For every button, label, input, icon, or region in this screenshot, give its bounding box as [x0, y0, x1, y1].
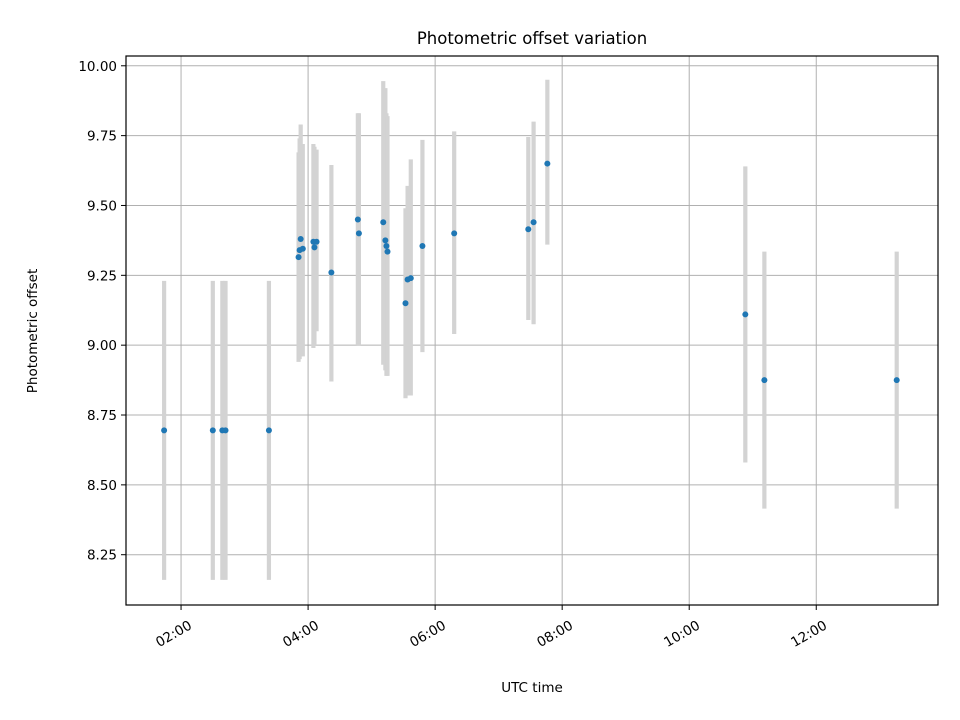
- data-point: [382, 237, 389, 244]
- data-point: [161, 427, 168, 434]
- y-tick-label: 8.25: [87, 548, 117, 564]
- data-point: [525, 226, 532, 233]
- plot-area-frame: [125, 55, 939, 606]
- data-point: [328, 269, 335, 276]
- data-point: [222, 427, 229, 434]
- data-point: [209, 427, 216, 434]
- data-point: [383, 242, 390, 249]
- y-axis-ticks: 8.25 8.50 8.75 9.00 9.25 9.50 9.75 10.00: [78, 59, 126, 564]
- data-point: [419, 242, 426, 249]
- y-axis-label: Photometric offset: [25, 269, 41, 393]
- data-point: [311, 244, 318, 251]
- data-point: [893, 377, 900, 384]
- data-point: [384, 248, 391, 255]
- y-tick-label: 9.00: [87, 338, 117, 354]
- y-tick-label: 9.50: [87, 198, 117, 214]
- chart-title: Photometric offset variation: [417, 29, 647, 48]
- data-point: [407, 275, 414, 282]
- data-point: [355, 230, 362, 237]
- data-point: [299, 245, 306, 252]
- y-tick-label: 10.00: [78, 59, 117, 75]
- data-point: [530, 219, 537, 226]
- x-axis-label: UTC time: [501, 680, 563, 696]
- data-point: [761, 377, 768, 384]
- data-point: [297, 236, 304, 242]
- data-point: [380, 219, 387, 226]
- y-tick-label: 9.25: [87, 268, 117, 284]
- data-point: [265, 427, 272, 434]
- data-points: [161, 160, 900, 434]
- data-point: [313, 238, 320, 245]
- data-point: [451, 230, 458, 237]
- data-point: [295, 254, 302, 261]
- data-point: [742, 311, 749, 318]
- y-tick-label: 8.75: [87, 408, 117, 424]
- data-point: [402, 300, 409, 307]
- y-tick-label: 8.50: [87, 478, 117, 494]
- data-point: [544, 160, 551, 167]
- data-point: [354, 216, 361, 223]
- y-tick-label: 9.75: [87, 129, 117, 145]
